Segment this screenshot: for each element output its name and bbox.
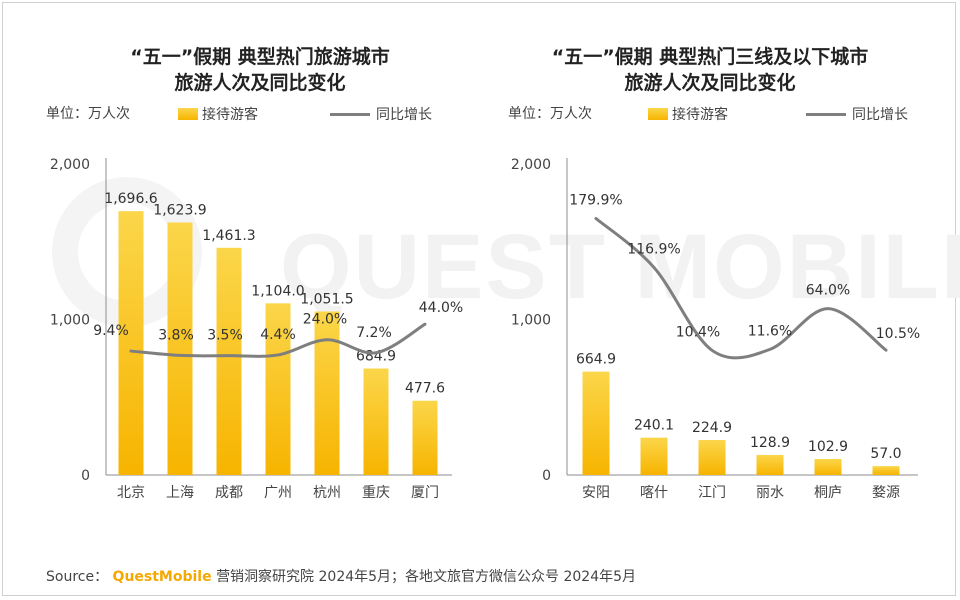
left-bar-value-label: 1,696.6 [104, 191, 158, 207]
right-growth-label: 64.0% [806, 283, 850, 299]
left-chart-title: “五一”假期 典型热门旅游城市 旅游人次及同比变化 [40, 44, 480, 96]
left-x-tick-label: 上海 [166, 485, 194, 501]
left-growth-label: 4.4% [260, 327, 296, 343]
right-bar-value-label: 128.9 [750, 435, 790, 451]
right-bar-value-label: 57.0 [870, 446, 901, 462]
right-bar [814, 458, 842, 475]
right-bar-value-label: 240.1 [634, 418, 674, 434]
right-growth-line [594, 217, 888, 360]
right-y-tick-label: 1,000 [511, 313, 551, 329]
left-growth-label: 9.4% [93, 323, 129, 339]
left-x-tick-label: 广州 [264, 485, 292, 501]
right-legend-line: 同比增长 [806, 104, 908, 124]
left-bar-value-label: 1,051.5 [300, 291, 353, 307]
footer-brand: QuestMobile [112, 569, 212, 585]
legend-line-swatch [330, 112, 370, 116]
right-legend-bar: 接待游客 [648, 104, 728, 124]
legend-line-swatch [806, 112, 846, 116]
right-legend-line-label: 同比增长 [852, 107, 908, 123]
right-x-tick-label: 丽水 [756, 485, 784, 501]
left-bar-value-label: 1,623.9 [153, 202, 206, 218]
left-bar [314, 311, 340, 475]
right-bar [582, 371, 610, 475]
left-y-tick-label: 1,000 [50, 313, 90, 329]
right-chart-title-line1: “五一”假期 典型热门三线及以下城市 [551, 46, 869, 68]
left-bar-value-label: 1,461.3 [202, 228, 255, 244]
charts-plot-area: 0 1,000 2,000 1,696.6 北京 1,623.9 上海 1,461.3 成都 1,… [50, 157, 920, 501]
left-legend-bar: 接待游客 [178, 104, 258, 124]
left-bar-value-label: 1,104.0 [251, 283, 304, 299]
right-chart-title: “五一”假期 典型热门三线及以下城市 旅游人次及同比变化 [490, 44, 930, 96]
left-bar [363, 368, 389, 475]
left-legend-line-label: 同比增长 [376, 107, 432, 123]
left-chart-title-line2: 旅游人次及同比变化 [174, 72, 346, 94]
left-bar [216, 247, 242, 475]
right-bar-value-label: 102.9 [808, 439, 848, 455]
left-x-tick-label: 杭州 [313, 485, 341, 501]
right-x-tick-label: 喀什 [640, 485, 668, 501]
right-bar [640, 437, 668, 475]
left-x-tick-label: 重庆 [362, 485, 390, 501]
right-x-tick-label: 婺源 [872, 485, 900, 501]
right-x-tick-label: 桐庐 [814, 485, 842, 501]
legend-bar-swatch [178, 108, 198, 120]
right-x-tick-label: 安阳 [582, 485, 610, 501]
left-x-tick-label: 厦门 [411, 485, 439, 501]
footer-source-text: 营销洞察研究院 2024年5月；各地文旅官方微信公众号 2024年5月 [216, 569, 637, 585]
right-x-tick-label: 江门 [698, 485, 726, 501]
right-legend-bar-label: 接待游客 [672, 107, 728, 123]
left-chart-title-line1: “五一”假期 典型热门旅游城市 [130, 46, 390, 68]
right-bar [698, 440, 726, 475]
left-legend-line: 同比增长 [330, 104, 432, 124]
footer-source-label: Source： [46, 569, 109, 585]
right-unit-label: 单位：万人次 [508, 106, 592, 122]
left-growth-label: 7.2% [356, 325, 392, 341]
left-unit-label: 单位：万人次 [46, 106, 130, 122]
left-bar [118, 211, 144, 475]
left-growth-label: 24.0% [303, 312, 347, 328]
left-growth-label: 3.5% [207, 328, 243, 344]
left-growth-label: 44.0% [419, 300, 463, 316]
left-bar [167, 222, 193, 475]
right-chart-title-line2: 旅游人次及同比变化 [624, 72, 796, 94]
left-bar [412, 400, 438, 475]
right-growth-label: 116.9% [627, 241, 680, 257]
right-growth-label: 11.6% [748, 323, 792, 339]
left-legend-bar-label: 接待游客 [202, 107, 258, 123]
left-growth-label: 3.8% [158, 327, 194, 343]
left-growth-line [129, 322, 427, 358]
left-bar-value-label: 477.6 [405, 381, 445, 397]
left-x-tick-label: 成都 [215, 485, 243, 501]
right-bar-value-label: 664.9 [576, 352, 616, 368]
right-y-tick-label: 0 [542, 468, 551, 484]
right-growth-label: 10.5% [876, 326, 920, 342]
left-y-tick-label: 0 [81, 468, 90, 484]
right-growth-label: 179.9% [569, 193, 622, 209]
right-y-tick-label: 2,000 [511, 157, 551, 173]
right-bar-value-label: 224.9 [692, 420, 732, 436]
right-bar [756, 454, 784, 475]
footer-source: Source： QuestMobile 营销洞察研究院 2024年5月；各地文旅… [46, 566, 636, 586]
legend-bar-swatch [648, 108, 668, 120]
right-bar [872, 466, 900, 475]
left-x-tick-label: 北京 [117, 485, 145, 501]
right-growth-label: 10.4% [676, 324, 720, 340]
left-y-tick-label: 2,000 [50, 157, 90, 173]
left-bar [265, 303, 291, 475]
